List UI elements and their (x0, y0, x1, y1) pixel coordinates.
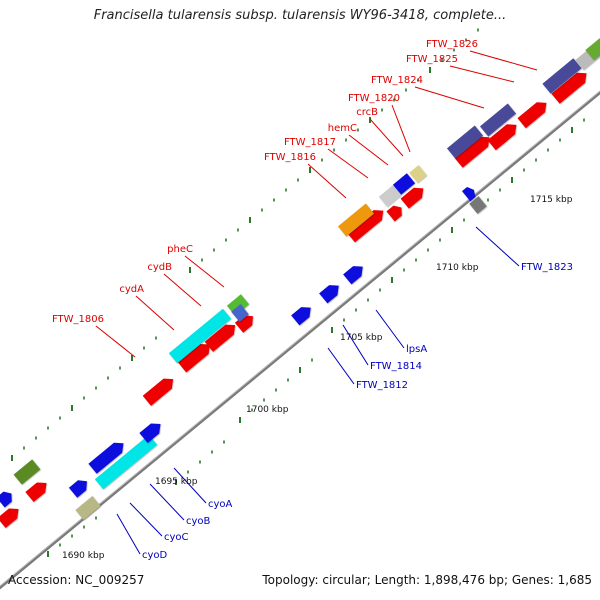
gene-label-reverse[interactable]: lpsA (406, 344, 427, 355)
leader-line (184, 255, 225, 288)
gene-label-forward[interactable]: pheC (167, 244, 193, 255)
gene-label-forward[interactable]: FTW_1825 (406, 54, 458, 65)
reverse-gene[interactable] (88, 442, 124, 474)
leader-line (391, 104, 411, 153)
forward-gene[interactable] (386, 205, 402, 222)
leader-line (327, 148, 369, 179)
scale-ticks (11, 28, 585, 557)
forward-gene[interactable] (337, 203, 375, 237)
leader-line (414, 86, 485, 109)
leader-line (348, 134, 389, 166)
forward-gene[interactable] (454, 136, 490, 168)
forward-gene[interactable] (226, 294, 250, 316)
topology-label: Topology: circular; Length: 1,898,476 bp… (262, 573, 592, 587)
leader-line (375, 309, 405, 349)
reverse-gene[interactable] (94, 434, 158, 490)
forward-gene[interactable] (446, 125, 484, 159)
scale-label: 1710 kbp (436, 263, 479, 273)
reverse-gene[interactable] (343, 266, 363, 285)
forward-gene[interactable] (13, 459, 41, 485)
forward-gene[interactable] (168, 308, 232, 364)
forward-gene[interactable] (479, 103, 517, 137)
gene-label-forward[interactable]: FTW_1820 (348, 93, 400, 104)
leader-line (173, 467, 207, 504)
scale-label: 1690 kbp (62, 551, 105, 561)
gene-label-forward[interactable]: cydA (119, 284, 144, 295)
forward-gene[interactable] (409, 165, 427, 183)
leader-line (129, 502, 163, 537)
gene-label-reverse[interactable]: cyoC (164, 532, 189, 543)
leader-line (95, 325, 136, 358)
reverse-gene[interactable] (469, 196, 487, 214)
forward-gene[interactable] (177, 343, 210, 373)
leader-line (116, 513, 141, 555)
leader-line (342, 324, 369, 366)
gene-label-forward[interactable]: FTW_1817 (284, 137, 336, 148)
reverse-gene[interactable] (139, 423, 161, 444)
forward-gene[interactable] (551, 72, 587, 104)
leader-line (163, 273, 202, 307)
scale-label: 1705 kbp (340, 333, 383, 343)
reverse-gene[interactable] (319, 285, 339, 304)
forward-gene[interactable] (231, 304, 249, 322)
reverse-gene[interactable] (291, 307, 311, 326)
forward-gene[interactable] (0, 508, 19, 529)
gene-label-forward[interactable]: crcB (356, 107, 378, 118)
scale-label: 1695 kbp (155, 477, 198, 487)
forward-gene[interactable] (392, 173, 416, 195)
gene-label-forward[interactable]: FTW_1826 (426, 39, 478, 50)
scale-labels: 1690 kbp 1695 kbp 1700 kbp 1705 kbp 1710 kbp… (62, 195, 573, 561)
leader-line (149, 483, 185, 521)
gene-label-forward[interactable]: FTW_1824 (371, 75, 423, 86)
forward-gene[interactable] (542, 58, 582, 94)
gene-label-reverse[interactable]: cyoD (142, 550, 168, 561)
reverse-gene[interactable] (462, 187, 476, 202)
forward-gene[interactable] (346, 210, 384, 243)
leader-line (307, 163, 347, 199)
scale-label: 1715 kbp (530, 195, 573, 205)
gene-label-reverse[interactable]: FTW_1814 (370, 361, 422, 372)
reverse-gene[interactable] (68, 480, 87, 498)
forward-gene[interactable] (204, 324, 236, 352)
leader-line (135, 295, 175, 331)
gene-label-forward[interactable]: FTW_1806 (52, 314, 104, 325)
leader-line (369, 118, 404, 157)
scale-label: 1700 kbp (246, 405, 289, 415)
gene-label-reverse[interactable]: cyoB (186, 516, 211, 527)
leader-line (449, 65, 515, 83)
reverse-gene[interactable] (75, 495, 101, 521)
leader-line (327, 347, 355, 385)
forward-gene[interactable] (0, 491, 12, 508)
map-title: Francisella tularensis subsp. tularensis… (93, 8, 507, 23)
gene-label-forward[interactable]: hemC (328, 123, 357, 134)
gene-label-reverse[interactable]: cyoA (208, 499, 233, 510)
forward-gene[interactable] (400, 187, 424, 209)
gene-label-forward[interactable]: cydB (147, 262, 172, 273)
leader-line (475, 226, 520, 267)
forward-gene[interactable] (585, 36, 600, 61)
accession-label: Accession: NC_009257 (8, 573, 145, 587)
gene-label-forward[interactable]: FTW_1816 (264, 152, 316, 163)
gene-label-reverse[interactable]: FTW_1823 (521, 262, 573, 273)
leader-line (469, 50, 538, 71)
forward-gene[interactable] (487, 124, 517, 151)
forward-gene[interactable] (142, 378, 174, 406)
forward-gene[interactable] (25, 482, 47, 503)
forward-gene[interactable] (517, 102, 547, 129)
features (0, 36, 600, 529)
forward-gene[interactable] (378, 185, 402, 207)
gene-label-reverse[interactable]: FTW_1812 (356, 380, 408, 391)
